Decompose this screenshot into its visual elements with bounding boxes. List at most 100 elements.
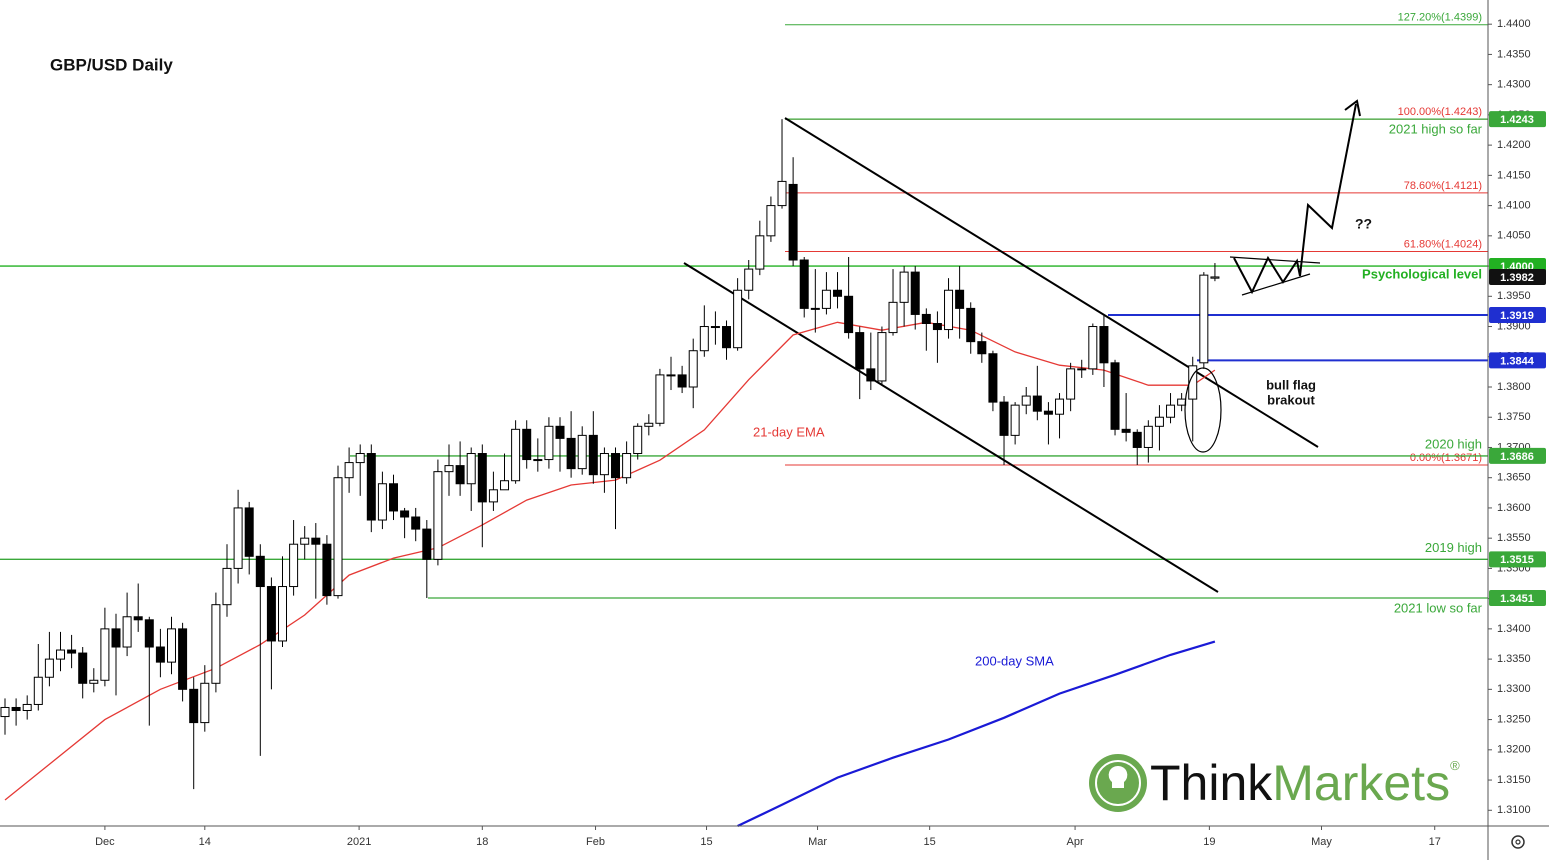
price-box — [1489, 307, 1546, 324]
candle-body — [955, 289, 965, 309]
candle-body — [466, 453, 476, 485]
candle-body — [888, 301, 898, 334]
candle-body — [344, 462, 354, 479]
level-note: 2020 high — [1425, 436, 1482, 451]
candle-body — [366, 453, 376, 521]
candle-body — [78, 652, 88, 684]
channel-lower — [683, 262, 1219, 593]
x-tick-label: 17 — [1429, 836, 1441, 848]
logo-think: Think — [1150, 755, 1273, 811]
annotation: bull flag — [1266, 377, 1316, 392]
candle-body — [355, 453, 365, 464]
candle-body — [1143, 425, 1153, 448]
candle-body — [89, 679, 99, 684]
candle-body — [633, 425, 643, 455]
channel-upper — [784, 117, 1319, 448]
settings-icon[interactable] — [1511, 835, 1525, 849]
logo-text: ThinkMarkets® — [1150, 755, 1460, 811]
x-tick-label: 19 — [1203, 836, 1215, 848]
candle-body — [289, 543, 299, 588]
candle-body — [422, 528, 432, 560]
y-tick-label: 1.4400 — [1497, 18, 1531, 30]
candle-body — [999, 401, 1009, 436]
candle-body — [0, 706, 10, 718]
candle-body — [1021, 395, 1031, 406]
candle-body — [255, 555, 265, 588]
candle-body — [755, 235, 765, 270]
candle-body — [222, 567, 232, 606]
candle-body — [855, 332, 865, 370]
candle-body — [844, 295, 854, 334]
candle-body — [977, 341, 987, 355]
candle-body — [311, 537, 321, 545]
logo-bulb — [1108, 765, 1128, 788]
gear[interactable] — [1511, 835, 1525, 849]
candle-body — [833, 289, 843, 297]
candle-body — [122, 616, 132, 648]
candle-body — [167, 628, 177, 663]
candle-body — [411, 516, 421, 530]
candle-body — [444, 465, 454, 473]
candle-body — [433, 471, 443, 560]
candle-body — [377, 483, 387, 521]
candle-body — [1099, 326, 1109, 364]
y-tick-label: 1.4050 — [1497, 230, 1531, 242]
flag-drawing — [1184, 99, 1361, 453]
candle-body — [178, 628, 188, 690]
logo-ring — [1095, 760, 1141, 806]
candle-body — [1077, 368, 1087, 371]
x-tick-label: May — [1311, 836, 1332, 848]
fib-label: 61.80%(1.4024) — [1404, 238, 1482, 250]
candle-body — [1154, 416, 1164, 427]
candle-body — [566, 437, 576, 470]
logo: ThinkMarkets® — [1089, 754, 1460, 812]
candle-body — [944, 289, 954, 331]
candle-body — [266, 586, 276, 642]
price-box-label: 1.4243 — [1500, 114, 1534, 126]
candle-body — [622, 453, 632, 479]
candle-body — [766, 205, 776, 237]
price-box — [1489, 590, 1546, 607]
candle-body — [599, 453, 609, 476]
y-tick-label: 1.4100 — [1497, 199, 1531, 211]
y-tick-label: 1.4300 — [1497, 79, 1531, 91]
y-tick-label: 1.3300 — [1497, 683, 1531, 695]
candle-body — [921, 313, 931, 325]
candle-body — [44, 658, 54, 678]
gear-hub[interactable] — [1515, 839, 1521, 845]
x-tick-label: 14 — [199, 836, 211, 848]
candle-body — [11, 706, 21, 712]
sma-label: 200-day SMA — [975, 653, 1054, 668]
candle-body — [1188, 365, 1198, 400]
fib-label: 78.60%(1.4121) — [1404, 180, 1482, 192]
candle-body — [1055, 398, 1065, 415]
y-tick-label: 1.3950 — [1497, 290, 1531, 302]
x-tick-label: 15 — [700, 836, 712, 848]
price-box — [1489, 268, 1546, 285]
x-tick-label: 18 — [476, 836, 488, 848]
candle-body — [22, 703, 32, 712]
candle-body — [555, 425, 565, 439]
candle-body — [910, 271, 920, 315]
candle-body — [1177, 398, 1187, 406]
candle-body — [932, 323, 942, 331]
candle-body — [966, 307, 976, 343]
candle-body — [655, 374, 665, 424]
price-box-label: 1.3515 — [1500, 554, 1534, 566]
y-tick-label: 1.4200 — [1497, 139, 1531, 151]
level-note: 2021 low so far — [1394, 600, 1483, 615]
ema-label: 21-day EMA — [753, 424, 825, 439]
y-tick-label: 1.3400 — [1497, 623, 1531, 635]
y-tick-label: 1.3350 — [1497, 653, 1531, 665]
x-tick-label: Mar — [808, 836, 827, 848]
price-box-label: 1.3919 — [1500, 310, 1534, 322]
candle-body — [1110, 362, 1120, 430]
candle-body — [67, 649, 77, 654]
candle-body — [799, 259, 809, 309]
candle-body — [233, 507, 243, 569]
candle-body — [533, 459, 543, 462]
chart-title: GBP/USD Daily — [50, 55, 173, 74]
candle-body — [1199, 274, 1209, 364]
y-tick-label: 1.3250 — [1497, 713, 1531, 725]
